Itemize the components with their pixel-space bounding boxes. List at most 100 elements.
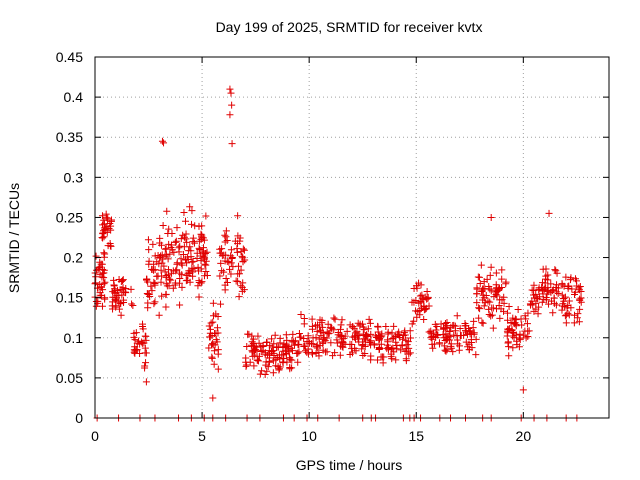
data-point [142, 349, 150, 357]
data-point [570, 319, 578, 327]
data-point [232, 277, 240, 285]
data-point [487, 287, 495, 295]
data-point [268, 343, 276, 351]
data-point [162, 303, 170, 311]
y-axis: 0 0.05 0.1 0.15 0.2 0.25 0.3 0.35 0.4 0.45 [56, 49, 609, 426]
data-point [249, 352, 257, 360]
y-axis-title: SRMTID / TECUs [6, 183, 22, 293]
data-point [221, 231, 229, 239]
data-point [514, 306, 522, 314]
data-point [476, 279, 484, 287]
data-point [188, 207, 196, 215]
data-point [486, 298, 494, 306]
data-point [155, 311, 163, 319]
data-point [571, 290, 579, 298]
data-point [417, 298, 425, 306]
data-point [234, 232, 242, 240]
data-point [510, 334, 518, 342]
data-point [172, 237, 180, 245]
data-point [270, 351, 278, 359]
data-point [532, 299, 540, 307]
data-point [418, 291, 426, 299]
data-point [173, 266, 181, 274]
data-point [180, 209, 188, 217]
data-point [487, 213, 495, 221]
data-point [110, 281, 118, 289]
data-point [202, 257, 210, 265]
data-point [447, 342, 455, 350]
data-point [275, 365, 283, 373]
data-point [234, 278, 242, 286]
data-point [336, 351, 344, 359]
data-point [539, 290, 547, 298]
data-point [443, 319, 451, 326]
data-point [423, 295, 431, 303]
data-point [182, 271, 190, 279]
data-point [175, 244, 183, 252]
data-point [475, 273, 483, 281]
data-point [366, 338, 374, 346]
data-point [500, 293, 508, 301]
data-point [408, 298, 416, 306]
data-point [279, 344, 287, 352]
data-point [376, 333, 384, 341]
data-point [205, 322, 213, 330]
data-point [203, 272, 211, 280]
data-point [372, 333, 380, 341]
data-point [402, 357, 410, 365]
data-point [305, 339, 313, 347]
data-point [362, 336, 370, 344]
data-point [198, 222, 206, 230]
data-point [479, 291, 487, 299]
data-point [127, 285, 135, 293]
data-point [491, 288, 499, 296]
data-point [201, 260, 209, 268]
data-point [455, 346, 463, 354]
data-point [157, 266, 165, 274]
data-point [221, 257, 229, 265]
data-point [216, 272, 224, 280]
data-point [107, 216, 115, 224]
data-point [323, 334, 331, 342]
data-point [429, 344, 437, 352]
data-point [223, 278, 231, 286]
data-point [377, 353, 385, 361]
data-point [388, 345, 396, 353]
data-point [353, 332, 361, 340]
data-point [253, 356, 261, 364]
data-point [166, 275, 174, 283]
data-point [120, 299, 128, 307]
data-point [446, 327, 454, 335]
data-point [479, 319, 487, 327]
data-point [461, 319, 469, 327]
data-point [404, 338, 412, 346]
data-point [282, 347, 290, 355]
data-point [250, 335, 258, 343]
data-point [165, 240, 173, 248]
data-point [105, 225, 113, 233]
data-point [396, 333, 404, 341]
data-point [142, 276, 150, 284]
data-point [304, 332, 312, 340]
data-point [549, 309, 557, 317]
data-point [505, 352, 513, 360]
data-point [550, 294, 558, 302]
data-point [259, 342, 267, 350]
data-point [257, 348, 265, 356]
data-point [451, 322, 459, 330]
data-point [319, 346, 327, 354]
data-point [195, 277, 203, 285]
data-point [524, 309, 532, 317]
data-point [226, 85, 234, 93]
data-point [301, 347, 309, 355]
data-point [295, 340, 303, 348]
data-point [318, 316, 326, 324]
data-point [374, 323, 382, 331]
data-point [465, 327, 473, 335]
data-point [160, 139, 168, 147]
data-point [473, 299, 481, 307]
data-point [198, 231, 206, 239]
data-point [383, 341, 391, 349]
data-point [313, 327, 321, 335]
data-point [111, 286, 119, 294]
